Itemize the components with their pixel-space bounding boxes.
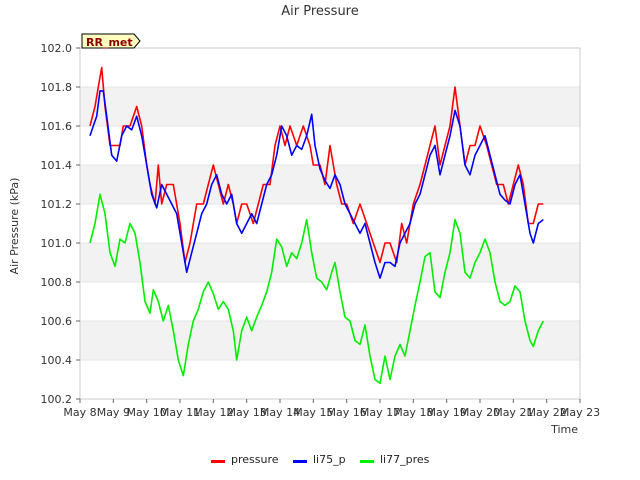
legend-swatch-li77-pres — [360, 460, 374, 463]
grid-band — [80, 204, 580, 243]
series-line-pressure — [89, 66, 544, 264]
grid-band — [80, 48, 580, 87]
x-tick-label: May 18 — [393, 406, 433, 419]
series-line-li75-p — [89, 90, 544, 279]
grid-band — [80, 360, 580, 399]
y-tick-label: 101.0 — [41, 237, 73, 250]
plot-frame — [79, 47, 581, 400]
y-axis-label: Air Pressure (kPa) — [8, 178, 21, 275]
x-tick-label: May 22 — [527, 406, 567, 419]
x-tick-label: May 12 — [193, 406, 233, 419]
x-tick-label: May 20 — [460, 406, 500, 419]
x-tick-label: May 11 — [160, 406, 200, 419]
x-tick-label: May 9 — [97, 406, 130, 419]
chart-title: Air Pressure — [281, 4, 359, 19]
x-axis-label: Time — [550, 423, 578, 436]
x-tick-label: May 8 — [63, 406, 96, 419]
y-tick-label: 100.2 — [41, 393, 73, 406]
series-lines — [89, 66, 545, 385]
background-bands — [80, 47, 580, 400]
y-tick-label: 100.8 — [41, 276, 73, 289]
x-tick-label: May 15 — [293, 406, 333, 419]
legend-label-pressure: pressure — [231, 453, 279, 466]
grid-band — [80, 321, 580, 360]
y-tick-label: 101.8 — [41, 81, 73, 94]
y-tick-label: 101.6 — [41, 120, 73, 133]
y-axis: 100.2 100.4 100.6 100.8 101.0 101.2 101.4 101.6… — [41, 42, 80, 406]
series-line-li77-pres — [89, 193, 545, 385]
plot-area — [79, 47, 581, 400]
x-tick-label: May 10 — [127, 406, 167, 419]
annotation-badge: RR_met — [81, 33, 141, 49]
y-tick-label: 100.4 — [41, 354, 73, 367]
legend-swatch-li75-p — [293, 460, 307, 463]
x-tick-label: May 23 — [560, 406, 600, 419]
x-tick-label: May 17 — [360, 406, 400, 419]
annotation-text: RR_met — [86, 36, 133, 49]
x-tick-label: May 19 — [427, 406, 467, 419]
x-tick-label: May 16 — [327, 406, 367, 419]
x-tick-label: May 14 — [260, 406, 300, 419]
grid-band — [80, 87, 580, 126]
x-tick-label: May 13 — [227, 406, 267, 419]
grid-band — [80, 282, 580, 321]
legend: pressure li75_p li77_pres — [0, 452, 640, 470]
y-tick-label: 101.4 — [41, 159, 73, 172]
y-tick-label: 100.6 — [41, 315, 73, 328]
legend-label-li75-p: li75_p — [313, 453, 346, 466]
legend-label-li77-pres: li77_pres — [380, 453, 430, 466]
legend-swatch-pressure — [211, 460, 225, 463]
x-tick-label: May 21 — [493, 406, 533, 419]
y-tick-label: 102.0 — [41, 42, 73, 55]
y-tick-label: 101.2 — [41, 198, 73, 211]
